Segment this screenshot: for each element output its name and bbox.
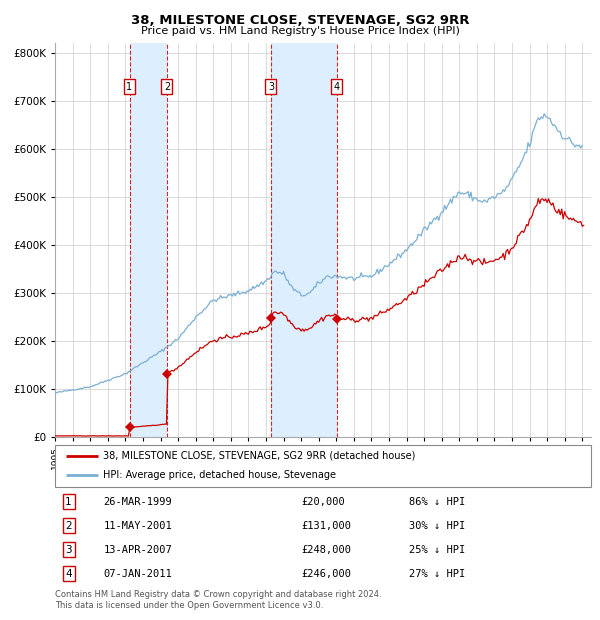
Text: 13-APR-2007: 13-APR-2007 bbox=[103, 545, 172, 555]
Text: £248,000: £248,000 bbox=[302, 545, 352, 555]
Text: 07-JAN-2011: 07-JAN-2011 bbox=[103, 569, 172, 579]
Text: 1: 1 bbox=[65, 497, 72, 507]
Text: 11-MAY-2001: 11-MAY-2001 bbox=[103, 521, 172, 531]
Text: 2: 2 bbox=[65, 521, 72, 531]
Bar bbox=[271, 43, 337, 437]
Text: 86% ↓ HPI: 86% ↓ HPI bbox=[409, 497, 465, 507]
Text: Contains HM Land Registry data © Crown copyright and database right 2024.: Contains HM Land Registry data © Crown c… bbox=[55, 590, 382, 600]
Text: 3: 3 bbox=[65, 545, 72, 555]
Text: 38, MILESTONE CLOSE, STEVENAGE, SG2 9RR: 38, MILESTONE CLOSE, STEVENAGE, SG2 9RR bbox=[131, 14, 469, 27]
Text: 4: 4 bbox=[334, 82, 340, 92]
Bar bbox=[130, 43, 167, 437]
Text: 2: 2 bbox=[164, 82, 170, 92]
FancyBboxPatch shape bbox=[55, 445, 591, 487]
Text: This data is licensed under the Open Government Licence v3.0.: This data is licensed under the Open Gov… bbox=[55, 601, 323, 611]
Text: 25% ↓ HPI: 25% ↓ HPI bbox=[409, 545, 465, 555]
Text: 30% ↓ HPI: 30% ↓ HPI bbox=[409, 521, 465, 531]
Text: Price paid vs. HM Land Registry's House Price Index (HPI): Price paid vs. HM Land Registry's House … bbox=[140, 26, 460, 36]
Text: £131,000: £131,000 bbox=[302, 521, 352, 531]
Text: £246,000: £246,000 bbox=[302, 569, 352, 579]
Text: HPI: Average price, detached house, Stevenage: HPI: Average price, detached house, Stev… bbox=[103, 471, 337, 480]
Text: 26-MAR-1999: 26-MAR-1999 bbox=[103, 497, 172, 507]
Text: 27% ↓ HPI: 27% ↓ HPI bbox=[409, 569, 465, 579]
Text: £20,000: £20,000 bbox=[302, 497, 346, 507]
Text: 1: 1 bbox=[127, 82, 133, 92]
Text: 4: 4 bbox=[65, 569, 72, 579]
Text: 38, MILESTONE CLOSE, STEVENAGE, SG2 9RR (detached house): 38, MILESTONE CLOSE, STEVENAGE, SG2 9RR … bbox=[103, 451, 416, 461]
Text: 3: 3 bbox=[268, 82, 274, 92]
